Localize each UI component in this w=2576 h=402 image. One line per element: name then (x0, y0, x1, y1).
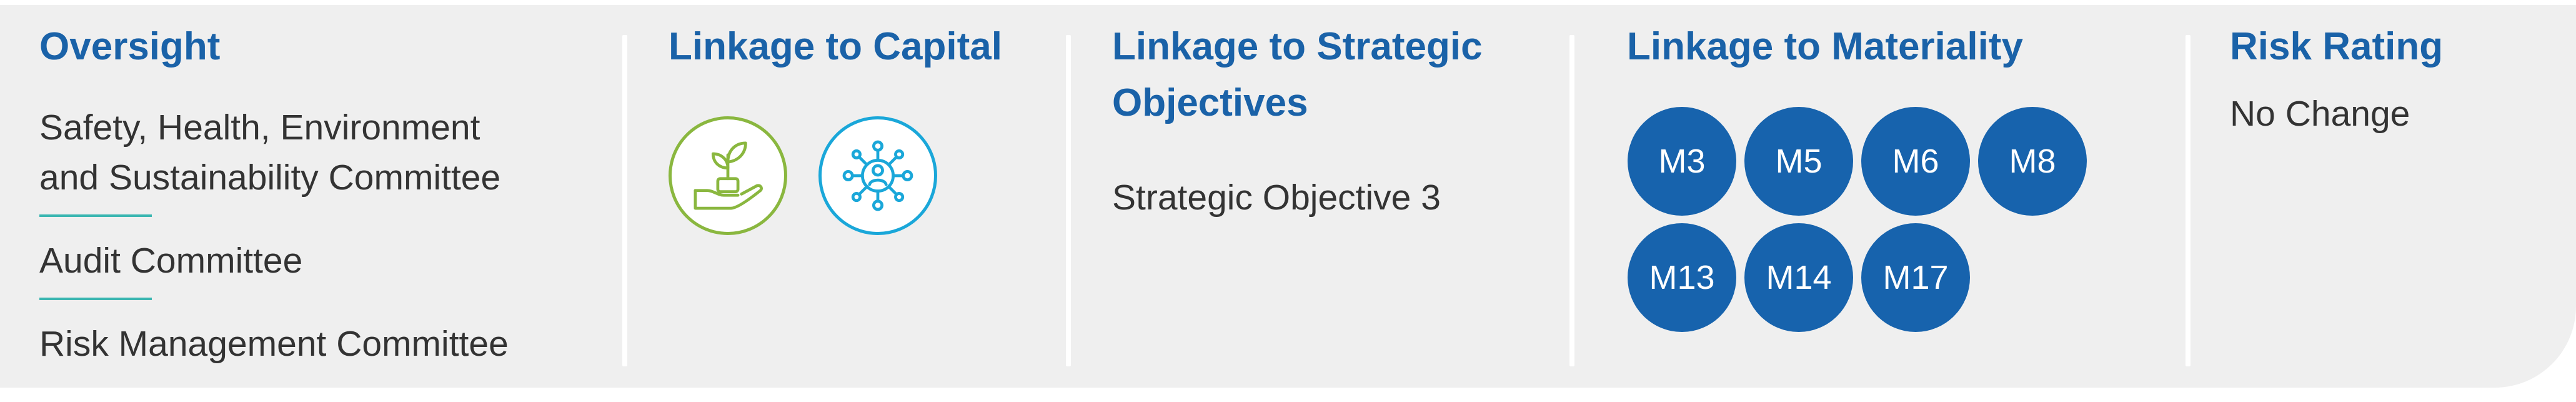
materiality-heading: Linkage to Materiality (1627, 25, 2023, 68)
strategic-heading-line-1: Linkage to Strategic (1112, 25, 1483, 68)
oversight-item-2: Audit Committee (39, 241, 303, 281)
oversight-column: Oversight Safety, Health, Environment an… (0, 5, 625, 388)
oversight-heading: Oversight (39, 25, 221, 68)
risk-rating-column: Risk Rating No Change (2191, 5, 2565, 388)
column-divider (1569, 35, 1574, 366)
materiality-circle: M14 (1744, 223, 1853, 332)
oversight-divider-rule (39, 298, 152, 300)
materiality-column: Linkage to Materiality (1574, 5, 2187, 388)
risk-rating-heading: Risk Rating (2230, 25, 2444, 68)
strategic-column: Linkage to Strategic Objectives Strategi… (1071, 5, 1571, 388)
oversight-item-1-line-2: and Sustainability Committee (39, 158, 501, 198)
column-divider (622, 35, 627, 366)
oversight-item-1-line-1: Safety, Health, Environment (39, 108, 480, 148)
materiality-circle: M17 (1861, 223, 1970, 332)
materiality-circle: M5 (1744, 107, 1853, 216)
oversight-divider-rule (39, 214, 152, 217)
materiality-circle: M3 (1628, 107, 1736, 216)
strategic-heading-line-2: Objectives (1112, 81, 1308, 124)
capital-heading: Linkage to Capital (669, 25, 1002, 68)
plant-in-hand-icon (669, 116, 787, 235)
column-divider (1066, 35, 1071, 366)
materiality-circle: M8 (1978, 107, 2087, 216)
materiality-circle: M6 (1861, 107, 1970, 216)
network-people-icon (818, 116, 937, 235)
oversight-item-3: Risk Management Committee (39, 324, 509, 364)
materiality-circle: M13 (1628, 223, 1736, 332)
risk-rating-value: No Change (2230, 94, 2410, 134)
strategic-objective-value: Strategic Objective 3 (1112, 178, 1441, 218)
risk-summary-panel: Oversight Safety, Health, Environment an… (0, 5, 2576, 388)
capital-column: Linkage to Capital (627, 5, 1065, 388)
column-divider (2186, 35, 2191, 366)
